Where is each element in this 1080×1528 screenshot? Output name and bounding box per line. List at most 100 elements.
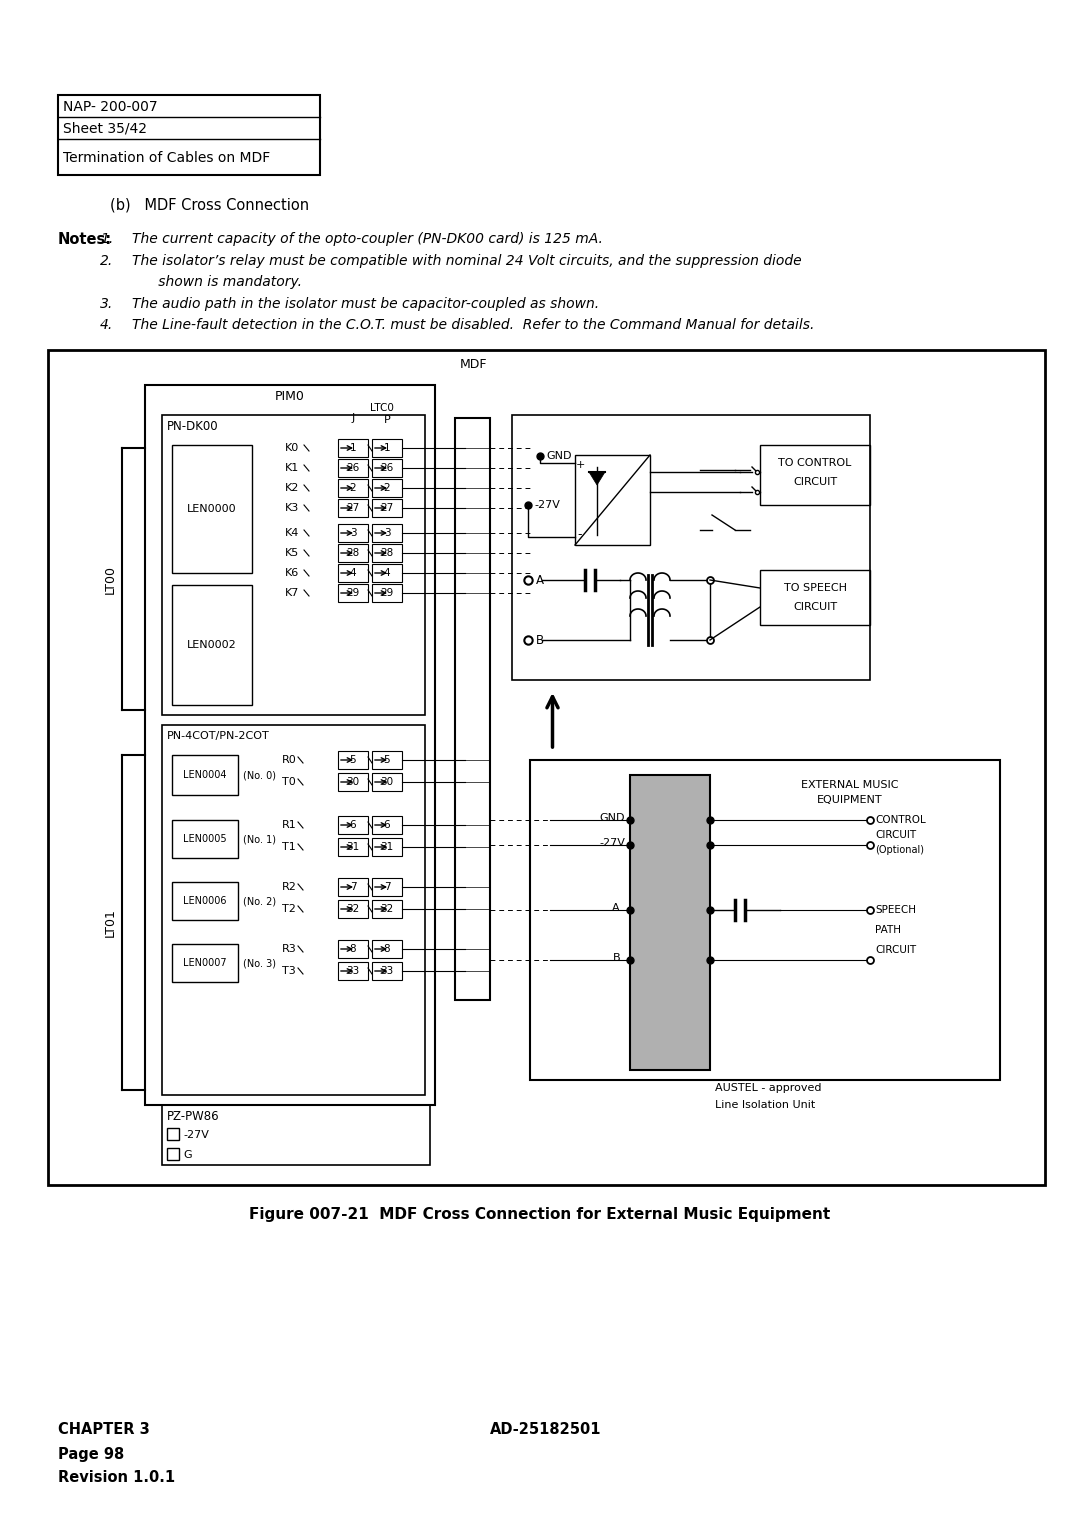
Text: K2: K2 [285, 483, 299, 494]
Bar [372, 963, 402, 979]
Bar [338, 963, 368, 979]
Text: 30: 30 [347, 778, 360, 787]
Bar [372, 439, 402, 457]
Text: 5: 5 [383, 755, 390, 766]
Text: B: B [612, 953, 620, 963]
Bar [372, 816, 402, 834]
Text: B: B [536, 634, 544, 646]
Text: 7: 7 [350, 882, 356, 892]
Bar [372, 524, 402, 542]
Bar [455, 419, 490, 999]
Bar [338, 816, 368, 834]
Bar [58, 95, 320, 176]
Text: 8: 8 [350, 944, 356, 953]
Text: T1: T1 [282, 842, 296, 853]
Bar [338, 500, 368, 516]
Bar [172, 821, 238, 859]
Text: 33: 33 [347, 966, 360, 976]
Bar [338, 478, 368, 497]
Text: 29: 29 [347, 588, 360, 597]
Text: G: G [183, 1151, 191, 1160]
Text: T2: T2 [282, 905, 296, 914]
Bar [372, 900, 402, 918]
Bar [338, 773, 368, 792]
Bar [172, 755, 238, 795]
Text: T3: T3 [282, 966, 296, 976]
Bar [338, 439, 368, 457]
Text: -27V: -27V [599, 837, 625, 848]
Bar [172, 445, 252, 573]
Bar [372, 940, 402, 958]
Bar [372, 773, 402, 792]
Bar [172, 944, 238, 983]
Text: CHAPTER 3: CHAPTER 3 [58, 1423, 150, 1438]
Text: 2: 2 [383, 483, 390, 494]
Text: A: A [612, 903, 620, 914]
Bar [512, 416, 870, 680]
Bar [162, 1105, 430, 1164]
Text: PIM0: PIM0 [275, 391, 305, 403]
Text: CONTROL: CONTROL [875, 814, 926, 825]
Bar [372, 564, 402, 582]
Text: (No. 3): (No. 3) [243, 958, 276, 969]
Text: PN-4COT/PN-2COT: PN-4COT/PN-2COT [167, 730, 270, 741]
Bar [372, 500, 402, 516]
Text: (No. 0): (No. 0) [243, 770, 276, 779]
Text: AUSTEL - approved: AUSTEL - approved [715, 1083, 822, 1093]
Bar [338, 544, 368, 562]
Text: Notes:: Notes: [58, 232, 112, 248]
Text: K1: K1 [285, 463, 299, 474]
Text: 1: 1 [350, 443, 356, 452]
Text: 27: 27 [380, 503, 393, 513]
Text: PATH: PATH [875, 924, 901, 935]
Text: R2: R2 [282, 882, 297, 892]
Text: T0: T0 [282, 778, 296, 787]
Text: Revision 1.0.1: Revision 1.0.1 [58, 1470, 175, 1485]
Text: 31: 31 [380, 842, 393, 853]
Text: GND: GND [546, 451, 571, 461]
Text: LEN0002: LEN0002 [187, 640, 237, 649]
Text: K3: K3 [285, 503, 299, 513]
Text: A: A [536, 573, 544, 587]
Text: EQUIPMENT: EQUIPMENT [818, 795, 882, 805]
Bar [172, 585, 252, 704]
Text: 29: 29 [380, 588, 393, 597]
Bar [145, 385, 435, 1105]
Text: 6: 6 [350, 821, 356, 830]
Text: K5: K5 [285, 549, 299, 558]
Bar [167, 1128, 179, 1140]
Text: LEN0006: LEN0006 [184, 895, 227, 906]
Text: +: + [576, 460, 584, 471]
Text: 5: 5 [350, 755, 356, 766]
Bar [372, 544, 402, 562]
Text: LTC0: LTC0 [370, 403, 394, 413]
Bar [530, 759, 1000, 1080]
Text: EXTERNAL MUSIC: EXTERNAL MUSIC [801, 779, 899, 790]
Bar [338, 750, 368, 769]
Bar [338, 940, 368, 958]
Text: (b)   MDF Cross Connection: (b) MDF Cross Connection [110, 197, 309, 212]
Bar [372, 837, 402, 856]
Bar [338, 458, 368, 477]
Text: Figure 007-21  MDF Cross Connection for External Music Equipment: Figure 007-21 MDF Cross Connection for E… [249, 1207, 831, 1222]
Text: SPEECH: SPEECH [875, 905, 916, 915]
Text: CIRCUIT: CIRCUIT [793, 602, 837, 613]
Text: R3: R3 [282, 944, 297, 953]
Text: LT01: LT01 [104, 908, 117, 937]
Bar [338, 564, 368, 582]
Text: TO SPEECH: TO SPEECH [783, 584, 847, 593]
Text: AD-25182501: AD-25182501 [490, 1423, 602, 1438]
Text: -: - [578, 529, 582, 541]
Bar [372, 750, 402, 769]
Text: 26: 26 [347, 463, 360, 474]
Bar [338, 879, 368, 895]
Text: Sheet 35/42: Sheet 35/42 [63, 122, 147, 136]
Text: K7: K7 [285, 588, 299, 597]
Text: R1: R1 [282, 821, 297, 830]
Text: R0: R0 [282, 755, 297, 766]
Text: LT00: LT00 [104, 564, 117, 593]
Text: 7: 7 [383, 882, 390, 892]
Text: shown is mandatory.: shown is mandatory. [132, 275, 302, 289]
Text: TO CONTROL: TO CONTROL [779, 458, 852, 468]
Text: LEN0005: LEN0005 [184, 834, 227, 843]
